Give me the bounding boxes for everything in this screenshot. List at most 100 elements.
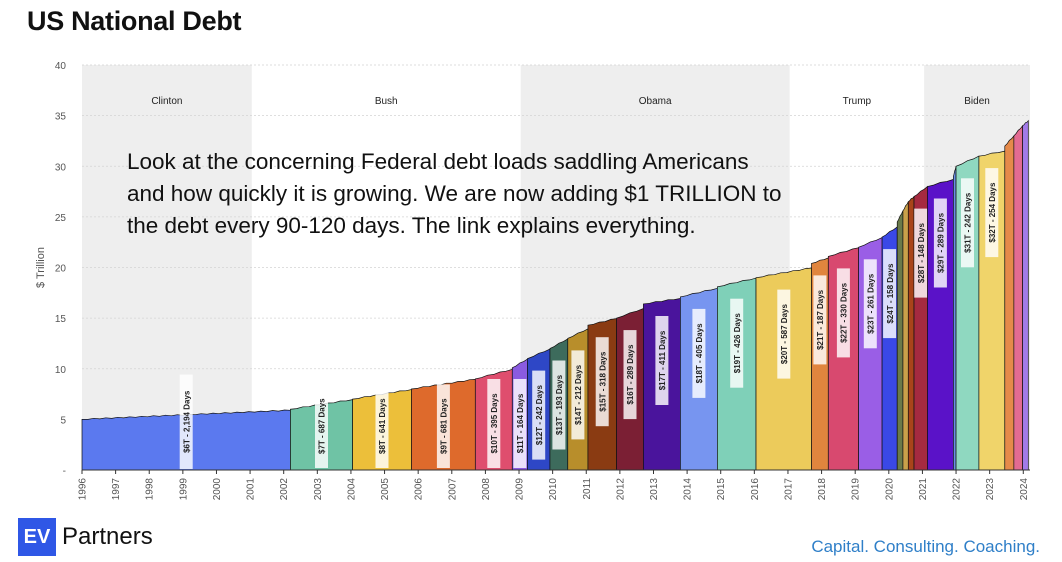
x-tick-label-12: 2008 xyxy=(481,478,492,501)
segment-label-bg-9 xyxy=(595,337,609,427)
logo-name: Partners xyxy=(62,523,153,550)
y-tick-label-2: 10 xyxy=(55,365,67,376)
segment-label-bg-25 xyxy=(961,178,974,268)
overlay-line-1: Look at the concerning Federal debt load… xyxy=(127,149,749,174)
segment-label-bg-15 xyxy=(813,275,827,365)
ev-partners-logo: EV Partners xyxy=(18,518,153,556)
segment-label-text-15: $21T - 187 Days xyxy=(816,289,825,350)
segment-label-text-8: $14T - 212 Days xyxy=(574,364,583,425)
y-tick-label-1: 5 xyxy=(60,415,66,426)
segment-label-bg-18 xyxy=(883,249,897,339)
x-tick-label-6: 2002 xyxy=(279,478,290,501)
segment-label-text-11: $17T - 411 Days xyxy=(658,330,667,390)
y-axis-label: $ Trillion xyxy=(35,247,47,288)
president-label-1: Bush xyxy=(375,96,398,107)
segment-label-18: $24T - 158 Days xyxy=(883,249,897,339)
x-tick-label-13: 2009 xyxy=(515,478,526,501)
y-tick-label-0: - xyxy=(63,466,66,477)
segment-label-bg-10 xyxy=(623,330,637,420)
segment-label-22: $28T - 148 Days xyxy=(914,208,928,298)
x-tick-label-27: 2023 xyxy=(985,478,996,501)
x-tick-label-21: 2017 xyxy=(783,478,794,501)
segment-label-11: $17T - 411 Days xyxy=(655,316,669,405)
segment-label-text-16: $22T - 330 Days xyxy=(840,282,849,343)
x-tick-label-5: 2001 xyxy=(246,478,257,501)
segment-label-text-18: $24T - 158 Days xyxy=(886,263,895,324)
segment-label-bg-7 xyxy=(552,360,566,450)
segment-label-text-10: $16T - 289 Days xyxy=(626,344,635,405)
segment-label-10: $16T - 289 Days xyxy=(623,330,637,420)
segment-label-text-9: $15T - 318 Days xyxy=(598,351,607,412)
segment-label-bg-11 xyxy=(655,316,669,405)
segment-label-2: $8T - 641 Days xyxy=(375,384,389,469)
overlay-line-2: and how quickly it is growing. We are no… xyxy=(127,181,782,206)
segment-label-7: $13T - 193 Days xyxy=(552,360,566,450)
segment-label-3: $9T - 681 Days xyxy=(436,384,450,469)
segment-label-5: $11T - 164 Days xyxy=(513,379,527,468)
x-tick-label-11: 2007 xyxy=(447,478,458,501)
segment-label-bg-17 xyxy=(863,259,877,349)
segment-label-text-4: $10T - 395 Days xyxy=(490,393,499,454)
debt-segment-27 xyxy=(1004,134,1015,471)
segment-label-text-22: $28T - 148 Days xyxy=(917,223,926,284)
segment-label-text-13: $19T - 426 Days xyxy=(733,313,742,374)
segment-label-text-1: $7T - 687 Days xyxy=(318,398,327,454)
debt-segment-21 xyxy=(907,195,915,471)
debt-segment-29 xyxy=(1022,119,1029,471)
segment-label-13: $19T - 426 Days xyxy=(730,298,744,388)
tagline: Capital. Consulting. Coaching. xyxy=(811,537,1040,556)
x-tick-label-8: 2004 xyxy=(346,478,357,501)
president-label-4: Biden xyxy=(964,96,990,107)
segment-label-8: $14T - 212 Days xyxy=(571,350,585,440)
debt-segment-24 xyxy=(953,166,957,471)
segment-label-bg-6 xyxy=(532,370,546,460)
segment-label-9: $15T - 318 Days xyxy=(595,337,609,427)
segment-label-text-6: $12T - 242 Days xyxy=(535,385,544,446)
debt-segment-19 xyxy=(896,210,904,471)
segment-label-text-0: $6T - 2,194 Days xyxy=(182,390,191,453)
segment-label-12: $18T - 405 Days xyxy=(692,308,706,398)
segment-label-16: $22T - 330 Days xyxy=(836,268,850,358)
x-tick-label-9: 2005 xyxy=(380,478,391,501)
y-tick-label-7: 35 xyxy=(55,112,67,123)
segment-label-bg-16 xyxy=(836,268,850,358)
segment-label-text-2: $8T - 641 Days xyxy=(378,398,387,454)
segment-label-17: $23T - 261 Days xyxy=(863,259,877,349)
segment-label-text-25: $31T - 242 Days xyxy=(964,192,973,253)
y-tick-label-8: 40 xyxy=(55,61,67,72)
logo-mark: EV xyxy=(18,518,56,556)
debt-segment-28 xyxy=(1013,124,1023,471)
y-tick-label-6: 30 xyxy=(55,162,67,173)
overlay-line-3: the debt every 90-120 days. The link exp… xyxy=(127,213,696,238)
y-tick-label-3: 15 xyxy=(55,314,67,325)
x-tick-label-24: 2020 xyxy=(884,478,895,501)
segment-label-6: $12T - 242 Days xyxy=(532,370,546,460)
y-tick-label-4: 20 xyxy=(55,264,67,275)
x-tick-label-10: 2006 xyxy=(414,478,425,501)
segment-label-bg-23 xyxy=(933,198,947,288)
segment-label-bg-0 xyxy=(179,374,193,469)
segment-label-bg-1 xyxy=(315,384,328,469)
segment-label-1: $7T - 687 Days xyxy=(315,384,328,469)
segment-label-bg-13 xyxy=(730,298,744,388)
x-tick-label-3: 1999 xyxy=(178,478,189,501)
debt-segment-20 xyxy=(902,201,909,471)
segment-label-text-12: $18T - 405 Days xyxy=(695,323,704,384)
x-tick-label-19: 2015 xyxy=(716,478,727,501)
segment-label-text-26: $32T - 254 Days xyxy=(988,182,997,243)
segment-label-bg-5 xyxy=(513,379,527,468)
x-tick-label-7: 2003 xyxy=(313,478,324,501)
segment-label-14: $20T - 587 Days xyxy=(777,289,791,379)
segment-label-4: $10T - 395 Days xyxy=(487,379,501,468)
x-tick-label-18: 2014 xyxy=(683,478,694,501)
segment-label-text-3: $9T - 681 Days xyxy=(440,398,449,454)
x-tick-label-0: 1996 xyxy=(78,478,89,501)
x-tick-label-16: 2012 xyxy=(615,478,626,501)
segment-label-23: $29T - 289 Days xyxy=(933,198,947,288)
segment-label-bg-3 xyxy=(436,384,450,469)
segment-label-25: $31T - 242 Days xyxy=(961,178,974,268)
chart-title: US National Debt xyxy=(27,6,242,36)
x-tick-label-1: 1997 xyxy=(111,478,122,501)
segment-label-text-5: $11T - 164 Days xyxy=(516,393,525,453)
